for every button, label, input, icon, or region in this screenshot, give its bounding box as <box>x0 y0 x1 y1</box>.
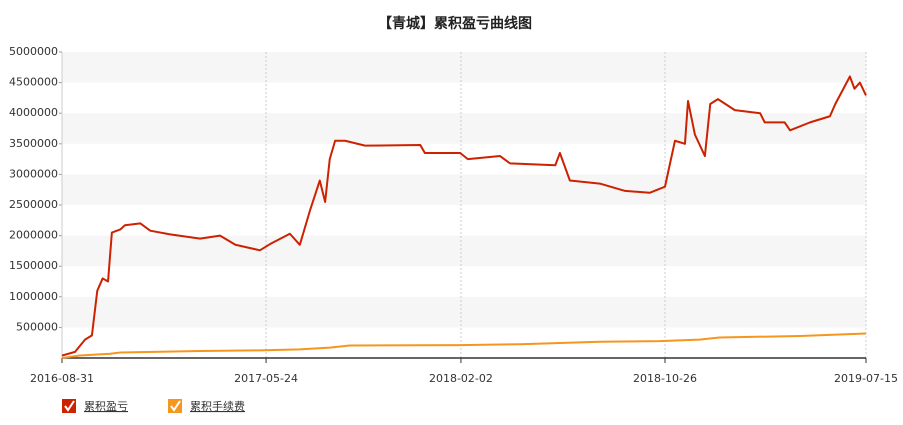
y-tick-label: 3000000 <box>9 167 58 180</box>
legend-check <box>64 400 75 412</box>
y-tick-label: 1500000 <box>9 259 58 272</box>
chart-title: 【青城】累积盈亏曲线图 <box>378 15 532 32</box>
y-tick-label: 2500000 <box>9 198 58 211</box>
band <box>62 235 866 267</box>
band <box>62 113 866 144</box>
series-line <box>61 75 867 357</box>
x-tick-label: 2016-08-31 <box>30 372 94 385</box>
y-tick-label: 500000 <box>16 320 58 333</box>
band <box>62 52 866 83</box>
y-tick-label: 2000000 <box>9 229 58 242</box>
x-tick-label: 2018-02-02 <box>429 372 493 385</box>
legend-label: 累积盈亏 <box>84 400 128 413</box>
x-tick-label: 2019-07-15 <box>834 372 898 385</box>
series-line <box>61 332 867 359</box>
y-tick-label: 4000000 <box>9 106 58 119</box>
band <box>62 296 866 328</box>
legend-item[interactable]: 累积盈亏 <box>62 399 128 413</box>
y-tick-label: 3500000 <box>9 137 58 150</box>
y-tick-label: 5000000 <box>9 45 58 58</box>
band <box>62 174 866 205</box>
legend-check <box>170 400 181 412</box>
x-tick-label: 2017-05-24 <box>234 372 298 385</box>
legend-label: 累积手续费 <box>190 399 245 413</box>
legend-item[interactable]: 累积手续费 <box>168 399 245 413</box>
y-tick-label: 4500000 <box>9 76 58 89</box>
y-tick-label: 1000000 <box>9 290 58 303</box>
x-tick-label: 2018-10-26 <box>633 372 697 385</box>
